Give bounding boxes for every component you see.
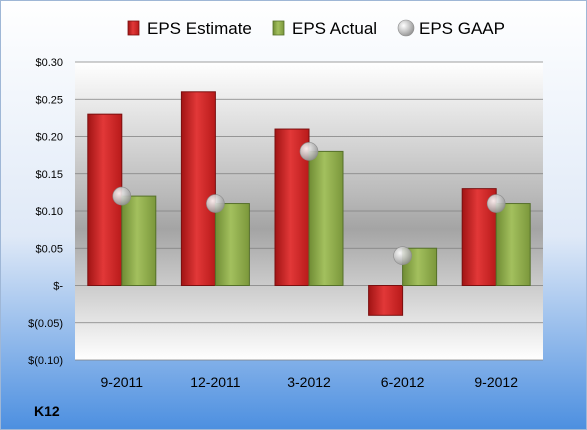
x-tick-label: 6-2012 xyxy=(381,374,425,390)
x-tick-label: 3-2012 xyxy=(287,374,331,390)
eps-gaap-marker xyxy=(486,194,506,213)
eps-gaap-marker xyxy=(112,186,132,206)
company-label: K12 xyxy=(34,403,60,419)
legend-swatch-eps-estimate xyxy=(127,20,140,36)
gaap-markers xyxy=(112,142,506,265)
eps-actual-bar xyxy=(308,150,344,286)
y-tick-label: $0.15 xyxy=(35,169,63,181)
x-tick-label: 9-2011 xyxy=(101,374,144,390)
legend-label-eps-gaap: EPS GAAP xyxy=(419,19,505,38)
y-tick-label: $0.20 xyxy=(35,132,63,144)
legend-label-eps-estimate: EPS Estimate xyxy=(147,19,252,38)
x-tick-label: 9-2012 xyxy=(474,374,518,390)
eps-gaap-marker xyxy=(393,246,412,265)
y-tick-label: $0.10 xyxy=(35,206,63,218)
eps-gaap-marker xyxy=(206,194,225,213)
eps-estimate-bar xyxy=(368,285,404,316)
y-tick-label: $0.25 xyxy=(35,94,63,106)
x-axis-tick-labels: 9-2011 12-2011 3-2012 6-2012 9-2012 xyxy=(101,374,519,390)
eps-actual-bar xyxy=(495,203,531,286)
y-tick-label: $(0.05) xyxy=(28,318,63,330)
legend-swatch-eps-gaap xyxy=(397,19,415,37)
y-tick-label: $(0.10) xyxy=(28,355,63,367)
eps-estimate-bar xyxy=(180,91,216,286)
y-tick-label: $- xyxy=(53,281,63,293)
eps-actual-bar xyxy=(214,203,250,286)
y-axis-tick-labels: $0.30 $0.25 $0.20 $0.15 $0.10 $0.05 $- $(0.05) $… xyxy=(28,57,63,367)
x-tick-label: 12-2011 xyxy=(190,374,241,390)
y-tick-label: $0.30 xyxy=(35,57,63,69)
legend: EPS Estimate EPS Actual EPS GAAP xyxy=(127,19,505,38)
legend-swatch-eps-actual xyxy=(272,20,285,36)
legend-label-eps-actual: EPS Actual xyxy=(292,19,377,38)
eps-gaap-marker xyxy=(299,142,319,161)
y-tick-label: $0.05 xyxy=(35,243,63,255)
eps-actual-bar xyxy=(121,195,157,287)
